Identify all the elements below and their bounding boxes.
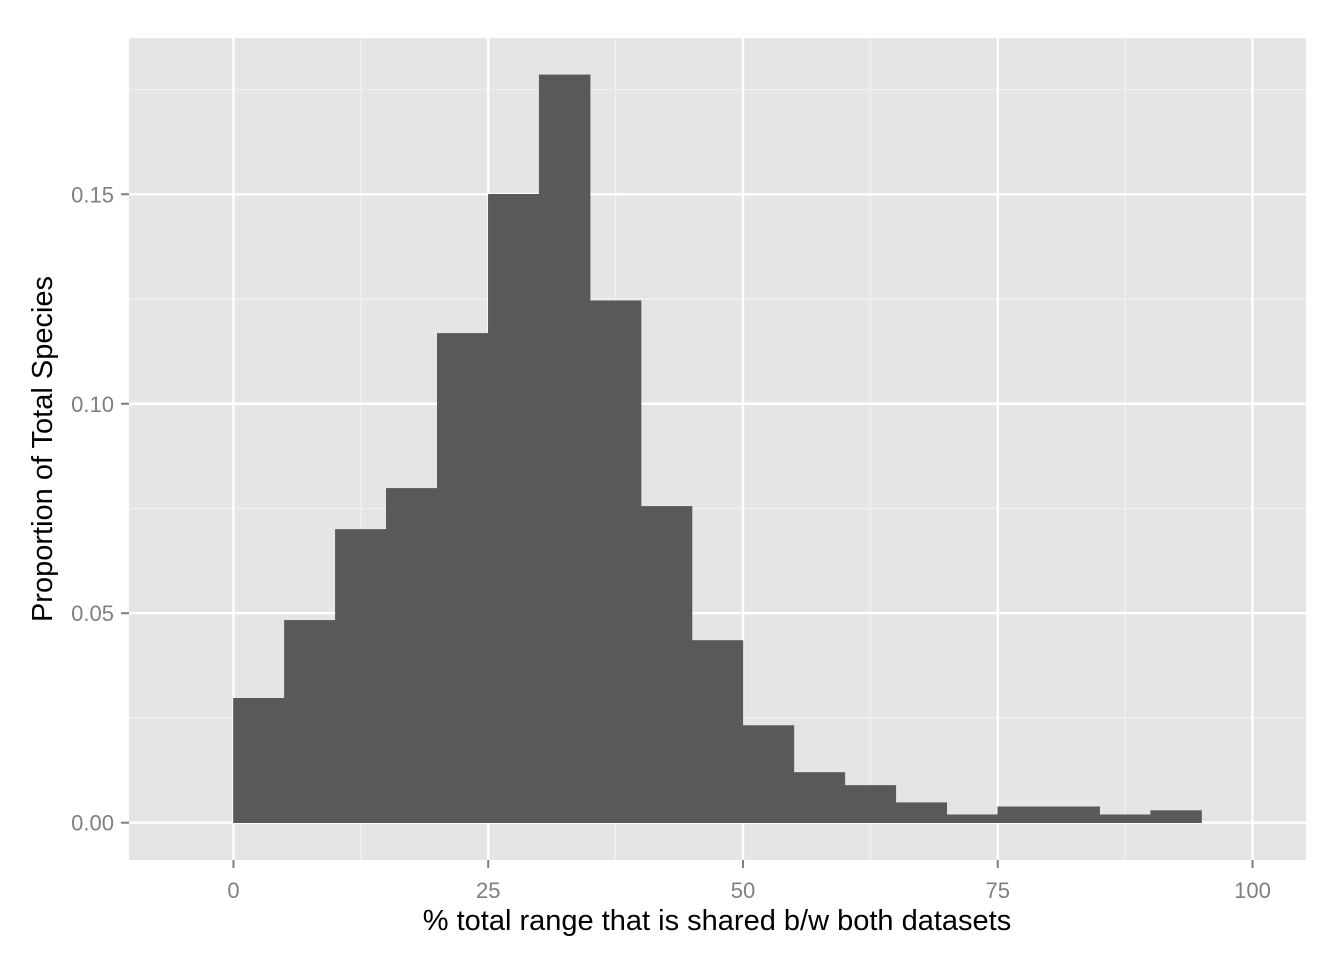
histogram-bars <box>233 74 1202 823</box>
y-tick-label: 0.00 <box>71 811 114 836</box>
histogram-bar <box>589 300 642 823</box>
histogram-bar <box>691 640 744 823</box>
y-tick-label: 0.10 <box>71 392 114 417</box>
histogram-bar <box>335 529 387 823</box>
y-tick-label: 0.05 <box>71 601 114 626</box>
x-axis: 0 25 50 75 100 <box>227 860 1271 903</box>
x-tick-label: 100 <box>1234 878 1271 903</box>
histogram-bar <box>386 488 438 823</box>
x-axis-title: % total range that is shared b/w both da… <box>423 905 1011 937</box>
histogram-bar <box>437 333 489 823</box>
histogram-bar <box>895 802 948 823</box>
x-tick-label: 25 <box>476 878 500 903</box>
histogram-bar <box>538 74 591 823</box>
histogram-bar <box>742 725 795 823</box>
histogram-bar <box>946 814 998 823</box>
x-tick-label: 0 <box>227 878 239 903</box>
x-tick-label: 75 <box>985 878 1009 903</box>
histogram-bar <box>793 772 846 823</box>
histogram-bar <box>1150 810 1202 823</box>
histogram-bar <box>997 806 1049 823</box>
x-tick-label: 50 <box>731 878 755 903</box>
y-axis-title: Proportion of Total Species <box>27 276 59 622</box>
y-tick-label: 0.15 <box>71 182 114 207</box>
y-axis: 0.00 0.05 0.10 0.15 <box>71 182 129 836</box>
histogram-bar <box>1048 806 1100 823</box>
histogram-bar <box>844 785 897 823</box>
histogram-bar <box>487 194 540 823</box>
histogram-bar <box>1099 814 1151 823</box>
histogram-bar <box>284 620 336 823</box>
histogram-bar <box>233 698 285 823</box>
histogram-bar <box>640 506 693 823</box>
